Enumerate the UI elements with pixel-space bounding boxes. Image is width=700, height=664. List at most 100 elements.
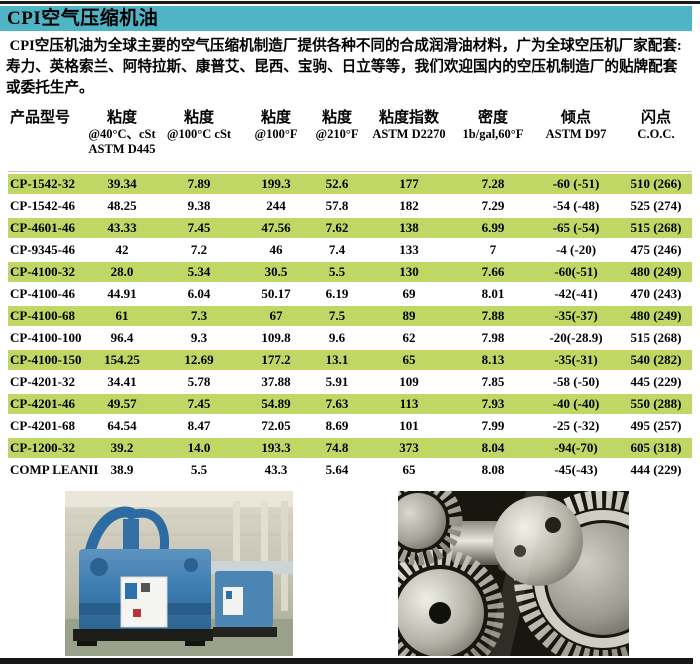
spec-value: 6.04	[187, 286, 211, 301]
product-model: CP-1542-46	[10, 198, 75, 213]
spec-value: 7.3	[156, 306, 242, 326]
spec-value: 6.19	[325, 286, 349, 301]
spec-value: 39.2	[88, 438, 156, 458]
spec-value: 605 (318)	[620, 438, 692, 458]
spec-value: 470 (243)	[630, 286, 682, 301]
spec-value: 7.85	[481, 374, 505, 389]
spec-value: 515 (268)	[620, 218, 692, 238]
spec-value: 28.0	[88, 262, 156, 282]
column	[261, 501, 268, 611]
spec-value: 8.69	[325, 418, 349, 433]
spec-value: 5.91	[325, 374, 349, 389]
disc-hole	[514, 545, 526, 557]
spec-value: 7.93	[454, 394, 532, 414]
spec-value: 5.64	[325, 462, 349, 477]
spec-value: 475 (246)	[630, 242, 682, 257]
valve-stack	[123, 519, 139, 555]
spec-value: 61	[88, 306, 156, 326]
shaft-cylinder	[450, 521, 508, 565]
spec-value: 44.91	[107, 286, 137, 301]
cabinet-button	[133, 609, 141, 617]
spec-value: 8.01	[481, 286, 505, 301]
spec-value: 177.2	[242, 350, 310, 370]
column-title: 粘度	[183, 110, 214, 126]
column-subtitle: ASTM D2270	[372, 127, 446, 141]
page-title: CPI空气压缩机油	[7, 8, 159, 29]
spec-value: 47.56	[242, 218, 310, 238]
spec-value: 550 (288)	[620, 394, 692, 414]
product-model: CP-4100-100	[10, 330, 82, 345]
spec-value: 62	[402, 330, 416, 345]
gears-photo-graphic	[398, 491, 629, 656]
product-model: CP-4201-32	[10, 374, 75, 389]
spec-value: 54.89	[242, 394, 310, 414]
spec-value: 34.41	[107, 374, 137, 389]
product-model: CP-1542-32	[8, 174, 88, 194]
bottom-black-bar	[0, 658, 693, 664]
spec-value: 244	[266, 198, 286, 213]
spec-value: 65	[402, 462, 416, 477]
ceiling-beam	[65, 533, 293, 536]
spec-value: 480 (249)	[620, 262, 692, 282]
spec-value: 445 (229)	[630, 374, 682, 389]
cabinet-label	[226, 591, 232, 599]
spec-value: 5.5	[190, 462, 208, 477]
spec-value: 130	[364, 262, 454, 282]
product-model: CP-4100-32	[8, 262, 88, 282]
spec-value: 49.57	[88, 394, 156, 414]
compressor-base	[213, 627, 277, 637]
spec-value: 5.5	[310, 262, 364, 282]
table-row: CP-4100-150 154.25 12.69 177.2 13.1 65 8.13 -35…	[8, 350, 692, 370]
cabinet-label	[125, 583, 137, 599]
gears-photo	[398, 491, 629, 656]
ceiling	[65, 491, 293, 507]
spec-value: 38.9	[110, 462, 134, 477]
spec-value: 510 (266)	[620, 174, 692, 194]
spec-value: -94(-70)	[532, 438, 620, 458]
spec-value: 7.45	[156, 394, 242, 414]
spec-value: 7.29	[481, 198, 505, 213]
top-black-bar	[0, 1, 700, 4]
oil-table-body: CP-1542-32 39.34 7.89 199.3 52.6 177 7.28 -60 (…	[8, 171, 692, 480]
column-title: 产品型号	[10, 110, 71, 126]
compressor-photo	[65, 491, 293, 656]
compressor-photo-graphic	[65, 491, 293, 656]
spec-value: -25 (-32)	[552, 418, 600, 433]
spec-value: 525 (274)	[630, 198, 682, 213]
product-model: CP-4201-68	[10, 418, 75, 433]
spec-value: 43.3	[264, 462, 288, 477]
column-header: 密度 1b/gal,60°F	[454, 110, 532, 169]
spec-value: 7.63	[310, 394, 364, 414]
spec-value: 480 (249)	[620, 306, 692, 326]
column	[281, 501, 288, 611]
spec-value: 39.34	[88, 174, 156, 194]
column-subtitle: 1b/gal,60°F	[462, 127, 524, 141]
spec-value: 67	[242, 306, 310, 326]
column-subtitle: ASTM D445	[88, 142, 156, 156]
column-subtitle: C.O.C.	[637, 127, 675, 141]
spec-value: 9.6	[328, 330, 346, 345]
spec-value: 444 (229)	[630, 462, 682, 477]
product-model: CP-4100-46	[10, 286, 75, 301]
skid-foot	[77, 641, 97, 646]
spec-value: 7.66	[454, 262, 532, 282]
spec-value: 7.62	[310, 218, 364, 238]
product-model: CP-4201-46	[8, 394, 88, 414]
spec-value: 12.69	[156, 350, 242, 370]
table-header-row: 产品型号 粘度 @40°C、cSt ASTM D445 粘度 @100°C cSt 粘度 @1…	[8, 110, 692, 169]
spec-value: 9.38	[187, 198, 211, 213]
light-streak	[486, 491, 548, 656]
product-model: COMP LEANII	[10, 462, 99, 477]
spec-value: 7.99	[481, 418, 505, 433]
column-title: 密度	[477, 110, 508, 126]
disc-hole	[545, 517, 561, 533]
compressor-base	[73, 629, 213, 641]
spec-value: 373	[364, 438, 454, 458]
spec-value: 7.4	[328, 242, 346, 257]
spec-value: 7.88	[454, 306, 532, 326]
spec-value: -58 (-50)	[552, 374, 600, 389]
spec-value: 109	[399, 374, 419, 389]
spec-value: 57.8	[325, 198, 349, 213]
spec-value: 65	[364, 350, 454, 370]
spec-value: 37.88	[261, 374, 291, 389]
